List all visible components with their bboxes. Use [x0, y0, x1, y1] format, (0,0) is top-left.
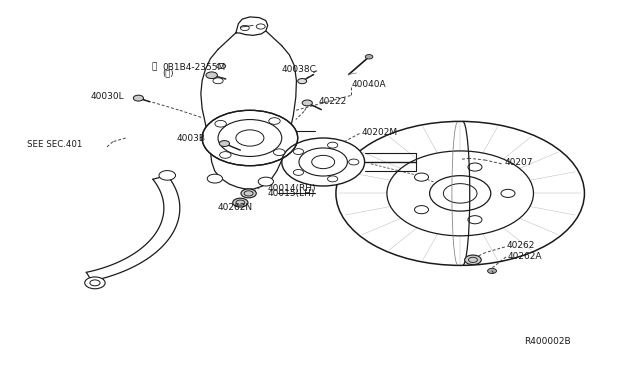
- Circle shape: [159, 171, 175, 180]
- Circle shape: [501, 189, 515, 198]
- Text: 40030L: 40030L: [91, 92, 124, 101]
- Circle shape: [220, 141, 230, 147]
- Text: Ⓑ: Ⓑ: [152, 62, 157, 72]
- Circle shape: [282, 138, 365, 186]
- Circle shape: [468, 163, 482, 171]
- Circle shape: [207, 174, 223, 183]
- Circle shape: [84, 277, 105, 289]
- Circle shape: [465, 255, 481, 264]
- Circle shape: [298, 78, 307, 84]
- Text: 40014(RH): 40014(RH): [268, 185, 316, 193]
- Text: 40262N: 40262N: [218, 203, 253, 212]
- Circle shape: [269, 118, 280, 124]
- Circle shape: [293, 149, 303, 154]
- Text: SEE SEC.401: SEE SEC.401: [27, 140, 83, 149]
- Circle shape: [488, 268, 497, 273]
- Circle shape: [293, 170, 303, 175]
- Text: 40040A: 40040A: [352, 80, 387, 89]
- Circle shape: [217, 63, 226, 68]
- Text: 40015(LH): 40015(LH): [268, 189, 315, 198]
- Text: 40262: 40262: [506, 241, 534, 250]
- Circle shape: [365, 55, 373, 59]
- Circle shape: [328, 142, 338, 148]
- Polygon shape: [236, 17, 268, 35]
- Text: 40038C: 40038C: [282, 65, 317, 74]
- Circle shape: [468, 216, 482, 224]
- Circle shape: [220, 152, 231, 158]
- Circle shape: [202, 110, 298, 166]
- Circle shape: [302, 100, 312, 106]
- Text: 4003B: 4003B: [177, 134, 205, 143]
- Circle shape: [233, 198, 248, 207]
- Text: 0B1B4-2355M: 0B1B4-2355M: [163, 62, 226, 72]
- Circle shape: [349, 159, 359, 165]
- Text: 40207: 40207: [505, 157, 533, 167]
- Polygon shape: [201, 46, 296, 189]
- Circle shape: [215, 121, 227, 127]
- Polygon shape: [86, 175, 180, 281]
- Circle shape: [206, 72, 218, 78]
- Text: 40202M: 40202M: [362, 128, 397, 137]
- Circle shape: [241, 189, 256, 198]
- Text: R400002B: R400002B: [524, 337, 570, 346]
- Circle shape: [273, 149, 285, 155]
- Polygon shape: [278, 131, 315, 193]
- Circle shape: [415, 206, 429, 214]
- Circle shape: [213, 78, 223, 84]
- Circle shape: [415, 173, 429, 181]
- Circle shape: [328, 176, 338, 182]
- Text: 40262A: 40262A: [508, 251, 543, 261]
- Text: 40222: 40222: [319, 97, 347, 106]
- Circle shape: [133, 95, 143, 101]
- Circle shape: [336, 121, 584, 265]
- Circle shape: [258, 177, 273, 186]
- Text: (Ⓑ): (Ⓑ): [163, 68, 174, 77]
